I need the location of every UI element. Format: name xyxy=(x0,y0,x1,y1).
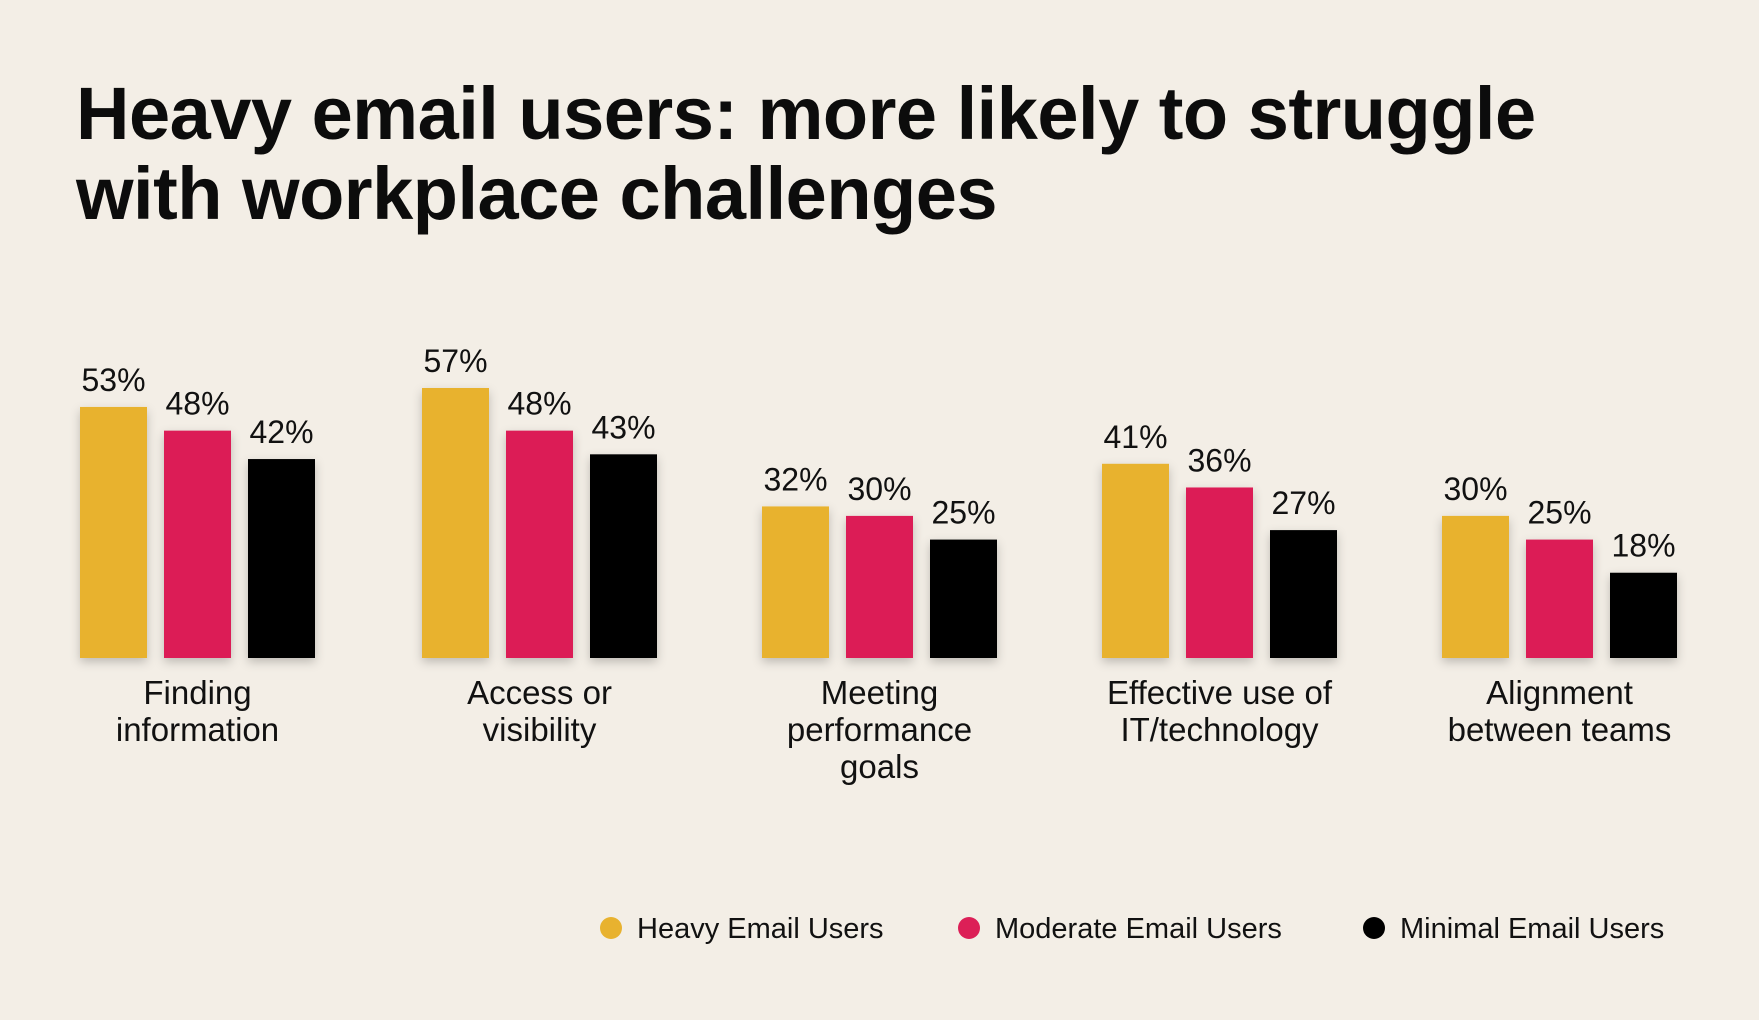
legend-swatch-minimal-email-users xyxy=(1363,917,1385,939)
bar-finding-information-heavy-email-users xyxy=(80,406,147,658)
value-label-meeting-performance-goals-moderate-email-users: 30% xyxy=(847,471,911,507)
value-label-finding-information-minimal-email-users: 42% xyxy=(249,414,313,450)
bar-meeting-performance-goals-minimal-email-users xyxy=(930,539,997,658)
category-label-line: visibility xyxy=(483,711,597,748)
bar-alignment-between-teams-moderate-email-users xyxy=(1526,539,1593,658)
value-label-effective-use-of-it-technology-moderate-email-users: 36% xyxy=(1187,442,1251,478)
bar-finding-information-minimal-email-users xyxy=(248,459,315,658)
value-label-finding-information-moderate-email-users: 48% xyxy=(165,386,229,422)
legend-label-heavy-email-users: Heavy Email Users xyxy=(637,913,884,945)
chart-title-line-2: with workplace challenges xyxy=(76,152,998,235)
legend-label-moderate-email-users: Moderate Email Users xyxy=(995,913,1282,945)
category-label-alignment-between-teams: Alignment between teams xyxy=(1448,674,1672,748)
bar-alignment-between-teams-minimal-email-users xyxy=(1610,572,1677,658)
bar-access-or-visibility-moderate-email-users xyxy=(506,430,573,658)
bar-meeting-performance-goals-heavy-email-users xyxy=(762,506,829,658)
value-label-effective-use-of-it-technology-minimal-email-users: 27% xyxy=(1271,485,1335,521)
value-label-effective-use-of-it-technology-heavy-email-users: 41% xyxy=(1103,419,1167,455)
bar-effective-use-of-it-technology-minimal-email-users xyxy=(1270,530,1337,658)
value-labels-layer: 53% 48% 42% 57% 48% 43% 32% 30% 25% 41% 36% 27% 30% 2… xyxy=(81,343,1675,564)
bar-effective-use-of-it-technology-heavy-email-users xyxy=(1102,463,1169,658)
category-label-line: IT/technology xyxy=(1120,711,1319,748)
legend: Heavy Email Users Moderate Email Users Min… xyxy=(600,913,1664,945)
value-label-finding-information-heavy-email-users: 53% xyxy=(81,362,145,398)
bar-alignment-between-teams-heavy-email-users xyxy=(1442,515,1509,658)
category-label-line: Finding xyxy=(143,674,251,711)
category-label-finding-information: Finding information xyxy=(116,674,279,748)
legend-swatch-heavy-email-users xyxy=(600,917,622,939)
bars-layer xyxy=(80,388,1677,658)
category-labels-layer: Finding information Access or visibility Mee… xyxy=(116,674,1672,785)
bar-effective-use-of-it-technology-moderate-email-users xyxy=(1186,487,1253,658)
value-label-access-or-visibility-minimal-email-users: 43% xyxy=(591,409,655,445)
value-label-meeting-performance-goals-minimal-email-users: 25% xyxy=(931,495,995,531)
category-label-line: information xyxy=(116,711,279,748)
value-label-access-or-visibility-moderate-email-users: 48% xyxy=(507,386,571,422)
value-label-access-or-visibility-heavy-email-users: 57% xyxy=(423,343,487,379)
chart-title: Heavy email users: more likely to strugg… xyxy=(76,74,1716,234)
category-label-line: performance xyxy=(787,711,972,748)
value-label-alignment-between-teams-minimal-email-users: 18% xyxy=(1611,528,1675,564)
category-label-line: Alignment xyxy=(1486,674,1633,711)
bar-access-or-visibility-heavy-email-users xyxy=(422,388,489,658)
chart-title-line-1: Heavy email users: more likely to strugg… xyxy=(76,72,1536,155)
category-label-effective-use-of-it-technology: Effective use of IT/technology xyxy=(1107,674,1333,748)
category-label-line: Meeting xyxy=(821,674,938,711)
bar-finding-information-moderate-email-users xyxy=(164,430,231,658)
legend-item-minimal-email-users: Minimal Email Users xyxy=(1363,913,1664,945)
value-label-alignment-between-teams-moderate-email-users: 25% xyxy=(1527,495,1591,531)
category-label-line: between teams xyxy=(1448,711,1672,748)
category-label-meeting-performance-goals: Meeting performance goals xyxy=(787,674,972,785)
category-label-line: Effective use of xyxy=(1107,674,1333,711)
value-label-alignment-between-teams-heavy-email-users: 30% xyxy=(1443,471,1507,507)
value-label-meeting-performance-goals-heavy-email-users: 32% xyxy=(763,461,827,497)
category-label-line: Access or xyxy=(467,674,612,711)
legend-swatch-moderate-email-users xyxy=(958,917,980,939)
category-label-line: goals xyxy=(840,748,919,785)
legend-item-moderate-email-users: Moderate Email Users xyxy=(958,913,1282,945)
legend-item-heavy-email-users: Heavy Email Users xyxy=(600,913,884,945)
category-label-access-or-visibility: Access or visibility xyxy=(467,674,612,748)
legend-label-minimal-email-users: Minimal Email Users xyxy=(1400,913,1664,945)
bar-meeting-performance-goals-moderate-email-users xyxy=(846,515,913,658)
bar-access-or-visibility-minimal-email-users xyxy=(590,454,657,658)
